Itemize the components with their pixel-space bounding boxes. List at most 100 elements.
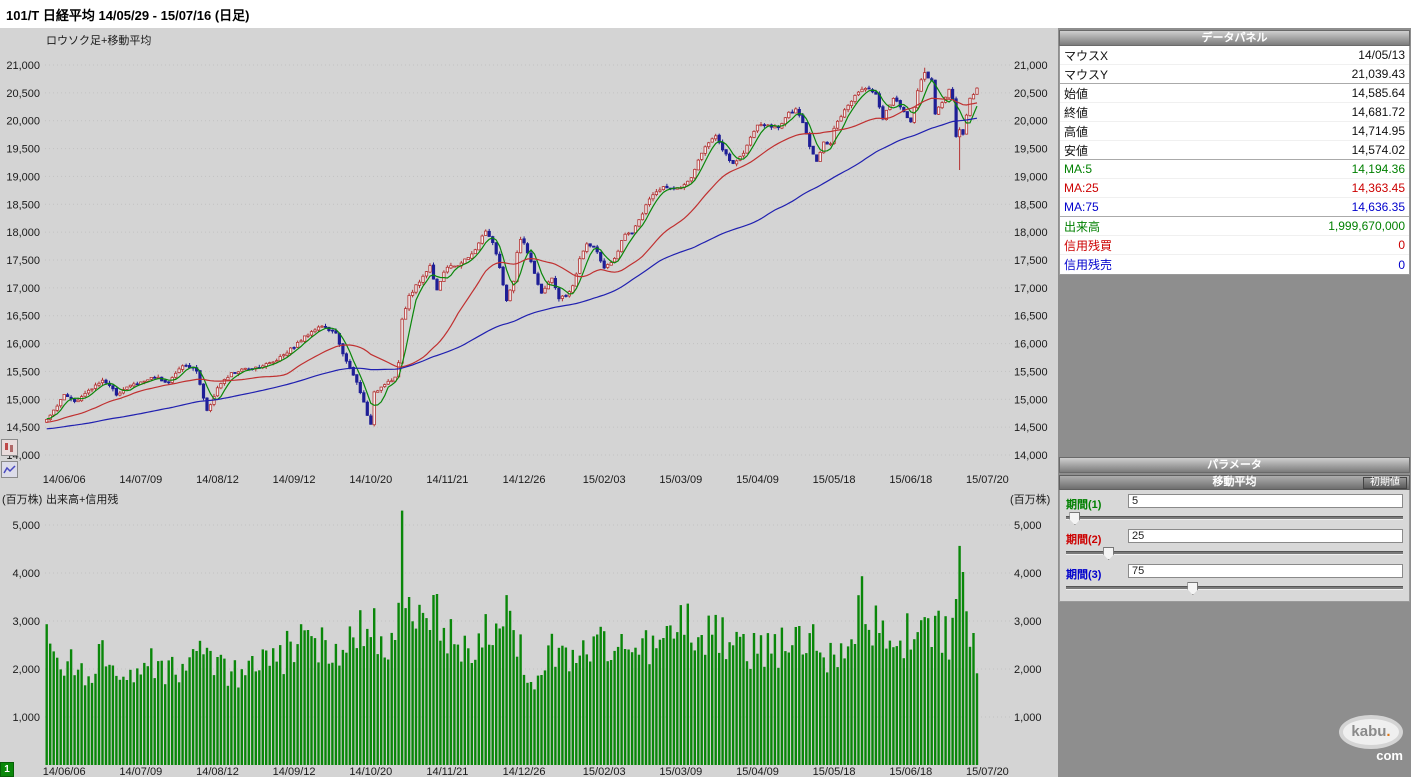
row-label: MA:5 [1064,162,1093,176]
line-chart-icon [3,465,16,474]
row-volume: 出来高 1,999,670,000 [1060,217,1409,236]
row-margin-sell: 信用残売 0 [1060,255,1409,274]
row-ma5: MA:5 14,194.36 [1060,160,1409,179]
period-2-label: 期間(2) [1066,534,1102,546]
svg-text:18,000: 18,000 [6,227,40,239]
row-ma25: MA:25 14,363.45 [1060,179,1409,198]
candlestick-icon [5,443,13,452]
kabu-com-logo-dot: . [1386,723,1391,740]
svg-text:16,500: 16,500 [1014,311,1048,323]
row-high: 高値 14,714.95 [1060,122,1409,141]
row-label: MA:75 [1064,200,1099,214]
page-title: 101/T 日経平均 14/05/29 - 15/07/16 (日足) [6,7,250,23]
row-value: 0 [1398,238,1405,252]
svg-text:17,000: 17,000 [6,283,40,295]
reset-defaults-button[interactable]: 初期値 [1363,477,1407,489]
period-3-row: 期間(3) 75 [1066,564,1403,599]
page-1-button[interactable]: 1 [0,762,14,777]
svg-text:16,500: 16,500 [6,311,40,323]
period-3-slider[interactable] [1066,582,1403,595]
svg-text:18,500: 18,500 [6,199,40,211]
svg-text:17,000: 17,000 [1014,283,1048,295]
svg-text:15/06/18: 15/06/18 [889,766,932,777]
svg-text:15/03/09: 15/03/09 [659,474,702,486]
moving-average-label: 移動平均 [1212,476,1257,488]
row-value: 14,363.45 [1351,181,1405,195]
row-label: 信用残買 [1064,238,1113,253]
svg-text:2,000: 2,000 [1014,664,1042,676]
row-value: 0 [1398,257,1405,272]
svg-text:14/11/21: 14/11/21 [426,766,468,777]
row-label: 信用残売 [1064,258,1113,272]
svg-text:5,000: 5,000 [12,520,40,532]
svg-text:14/12/26: 14/12/26 [503,766,546,777]
period-1-slider[interactable] [1066,512,1403,525]
svg-text:20,500: 20,500 [6,88,40,100]
moving-average-subheader: 移動平均 初期値 [1059,475,1410,490]
row-low: 安値 14,574.02 [1060,141,1409,160]
svg-text:14/11/21: 14/11/21 [426,474,468,486]
svg-text:5,000: 5,000 [1014,520,1042,532]
svg-text:15/07/20: 15/07/20 [966,766,1009,777]
row-label: 始値 [1064,86,1089,101]
row-label: マウスX [1064,48,1109,63]
svg-text:14/06/06: 14/06/06 [43,474,86,486]
svg-text:14/08/12: 14/08/12 [196,766,239,777]
kabu-com-logo-com: com [1376,748,1403,763]
period-3-value-field[interactable]: 75 [1128,564,1403,578]
svg-text:15/02/03: 15/02/03 [583,474,626,486]
row-mouse-x: マウスX 14/05/13 [1060,46,1409,65]
svg-text:14/10/20: 14/10/20 [349,474,392,486]
svg-text:15,500: 15,500 [6,366,40,378]
kabu-com-logo-oval: kabu. [1339,715,1403,749]
period-1-row: 期間(1) 5 [1066,494,1403,529]
svg-text:15,500: 15,500 [1014,366,1048,378]
volume-unit-right: (百万株) [1010,494,1051,506]
period-2-row: 期間(2) 25 [1066,529,1403,564]
svg-text:14/07/09: 14/07/09 [119,474,162,486]
svg-text:18,000: 18,000 [1014,227,1048,239]
row-label: 終値 [1064,105,1089,120]
svg-text:16,000: 16,000 [6,339,40,351]
svg-text:15/03/09: 15/03/09 [659,766,702,777]
period-2-slider[interactable] [1066,547,1403,560]
period-1-value-field[interactable]: 5 [1128,494,1403,508]
row-value: 14,585.64 [1351,86,1405,100]
svg-text:14/09/12: 14/09/12 [273,474,316,486]
svg-text:15/05/18: 15/05/18 [813,474,856,486]
period-2-value-field[interactable]: 25 [1128,529,1403,543]
svg-text:18,500: 18,500 [1014,199,1048,211]
svg-text:14/12/26: 14/12/26 [503,474,546,486]
row-mouse-y: マウスY 21,039.43 [1060,65,1409,84]
svg-text:14/07/09: 14/07/09 [119,766,162,777]
svg-text:20,000: 20,000 [1014,116,1048,128]
svg-text:15/06/18: 15/06/18 [889,474,932,486]
svg-text:15/04/09: 15/04/09 [736,474,779,486]
period-3-slider-thumb[interactable] [1187,582,1199,595]
row-label: 出来高 [1064,219,1101,234]
svg-text:20,500: 20,500 [1014,88,1048,100]
svg-text:21,000: 21,000 [6,60,40,72]
svg-text:1,000: 1,000 [1014,712,1042,724]
svg-text:14/10/20: 14/10/20 [349,766,392,777]
row-value: 21,039.43 [1351,67,1405,81]
candle-tool-button[interactable] [1,439,18,456]
row-value: 14,574.02 [1351,143,1405,157]
volume-chart-caption: 出来高+信用残 [46,494,119,506]
period-1-label: 期間(1) [1066,499,1102,511]
svg-text:15,000: 15,000 [1014,394,1048,406]
svg-text:15/04/09: 15/04/09 [736,766,779,777]
svg-text:14,500: 14,500 [6,422,40,434]
svg-text:19,500: 19,500 [6,144,40,156]
svg-text:19,000: 19,000 [1014,171,1048,183]
kabu-com-logo: kabu. com [1339,715,1405,763]
period-1-slider-thumb[interactable] [1069,512,1081,525]
period-2-slider-thumb[interactable] [1103,547,1115,560]
row-value: 14,194.36 [1351,162,1405,176]
row-label: 高値 [1064,124,1089,139]
row-label: MA:25 [1064,181,1099,195]
line-tool-button[interactable] [1,461,18,478]
svg-text:3,000: 3,000 [1014,616,1042,628]
